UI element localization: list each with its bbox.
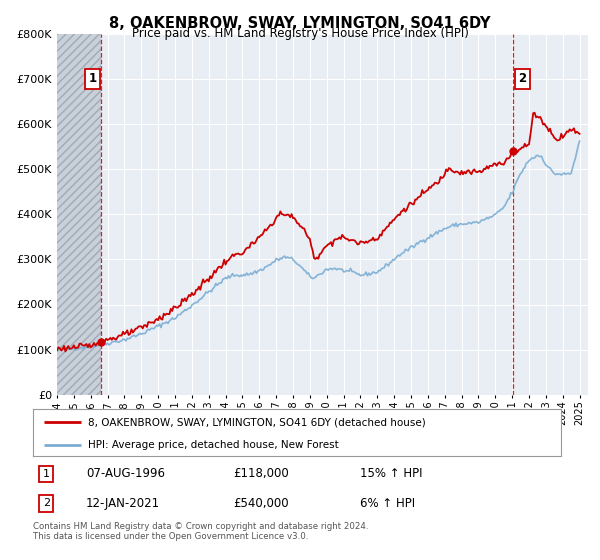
- Text: £540,000: £540,000: [233, 497, 289, 510]
- Text: 8, OAKENBROW, SWAY, LYMINGTON, SO41 6DY: 8, OAKENBROW, SWAY, LYMINGTON, SO41 6DY: [109, 16, 491, 31]
- Text: 07-AUG-1996: 07-AUG-1996: [86, 468, 165, 480]
- Text: 1: 1: [43, 469, 50, 479]
- Text: HPI: Average price, detached house, New Forest: HPI: Average price, detached house, New …: [88, 440, 339, 450]
- Text: 1: 1: [88, 72, 97, 85]
- Text: 6% ↑ HPI: 6% ↑ HPI: [361, 497, 415, 510]
- Text: 2: 2: [43, 498, 50, 508]
- Text: Contains HM Land Registry data © Crown copyright and database right 2024.
This d: Contains HM Land Registry data © Crown c…: [33, 522, 368, 542]
- Bar: [57, 34, 101, 395]
- Text: 12-JAN-2021: 12-JAN-2021: [86, 497, 160, 510]
- Text: 15% ↑ HPI: 15% ↑ HPI: [361, 468, 423, 480]
- Text: 8, OAKENBROW, SWAY, LYMINGTON, SO41 6DY (detached house): 8, OAKENBROW, SWAY, LYMINGTON, SO41 6DY …: [88, 417, 426, 427]
- Text: 2: 2: [518, 72, 526, 85]
- Text: £118,000: £118,000: [233, 468, 289, 480]
- Text: Price paid vs. HM Land Registry's House Price Index (HPI): Price paid vs. HM Land Registry's House …: [131, 27, 469, 40]
